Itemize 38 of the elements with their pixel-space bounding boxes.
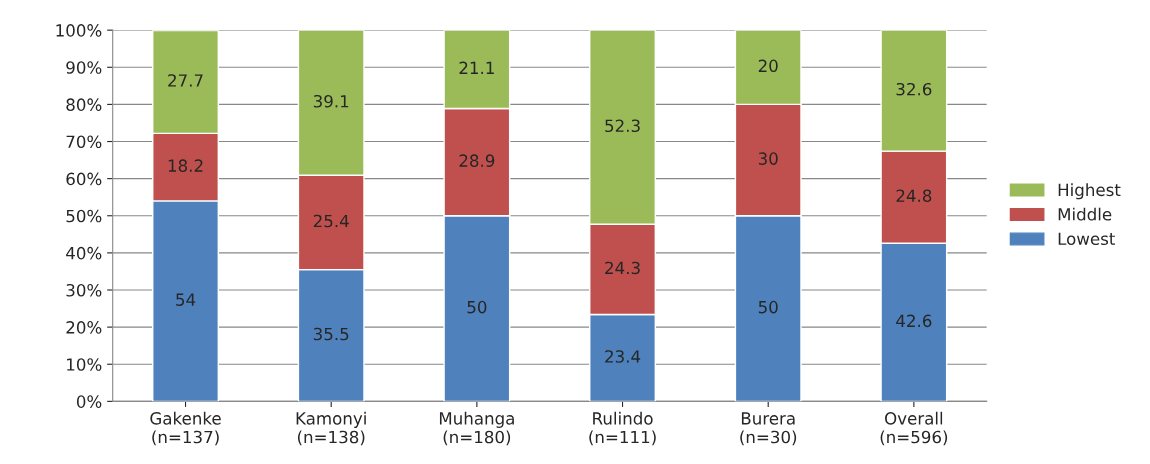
data-label: 24.8 xyxy=(896,189,932,203)
y-tick-label: 70% xyxy=(66,135,102,149)
data-label: 23.4 xyxy=(605,350,641,363)
data-label: 54 xyxy=(176,293,196,306)
y-tick-label: 50% xyxy=(66,209,102,223)
x-tick-label: Burera (n=30) xyxy=(740,412,797,446)
y-tick-label: 100% xyxy=(56,24,102,37)
data-label: 50 xyxy=(467,300,487,314)
data-label: 28.9 xyxy=(459,154,495,167)
x-tick-label: Gakenke (n=137) xyxy=(150,411,221,446)
legend-label: Middle xyxy=(1058,207,1112,221)
x-tick-label: Rulindo (n=111) xyxy=(589,411,656,446)
y-tick-label: 20% xyxy=(66,321,102,334)
data-label: 25.4 xyxy=(313,214,349,228)
data-label: 35.5 xyxy=(313,327,349,341)
y-tick-label: 40% xyxy=(66,246,102,260)
data-label: 52.3 xyxy=(605,119,640,133)
y-tick-label: 10% xyxy=(67,358,102,371)
y-tick-label: 90% xyxy=(66,61,102,74)
x-tick-label: Overall (n=596) xyxy=(880,411,948,446)
data-label: 20 xyxy=(758,59,778,73)
data-label: 30 xyxy=(758,152,778,165)
data-label: 32.6 xyxy=(896,82,932,96)
data-label: 42.6 xyxy=(896,314,932,328)
legend-label: Lowest xyxy=(1058,232,1115,246)
y-tick-label: 60% xyxy=(66,172,102,186)
y-tick-label: 0% xyxy=(76,395,102,408)
data-label: 21.1 xyxy=(459,61,494,74)
x-tick-label: Muhanga (n=180) xyxy=(439,411,514,446)
data-label: 50 xyxy=(758,300,778,314)
y-tick-label: 30% xyxy=(66,283,102,297)
data-label: 18.2 xyxy=(168,159,203,172)
legend-label: Highest xyxy=(1058,183,1121,200)
x-tick-label: Kamonyi (n=138) xyxy=(296,411,366,446)
data-label: 24.3 xyxy=(605,261,640,275)
y-tick-label: 80% xyxy=(66,98,102,111)
data-label: 39.1 xyxy=(313,94,349,108)
data-label: 27.7 xyxy=(168,74,203,87)
